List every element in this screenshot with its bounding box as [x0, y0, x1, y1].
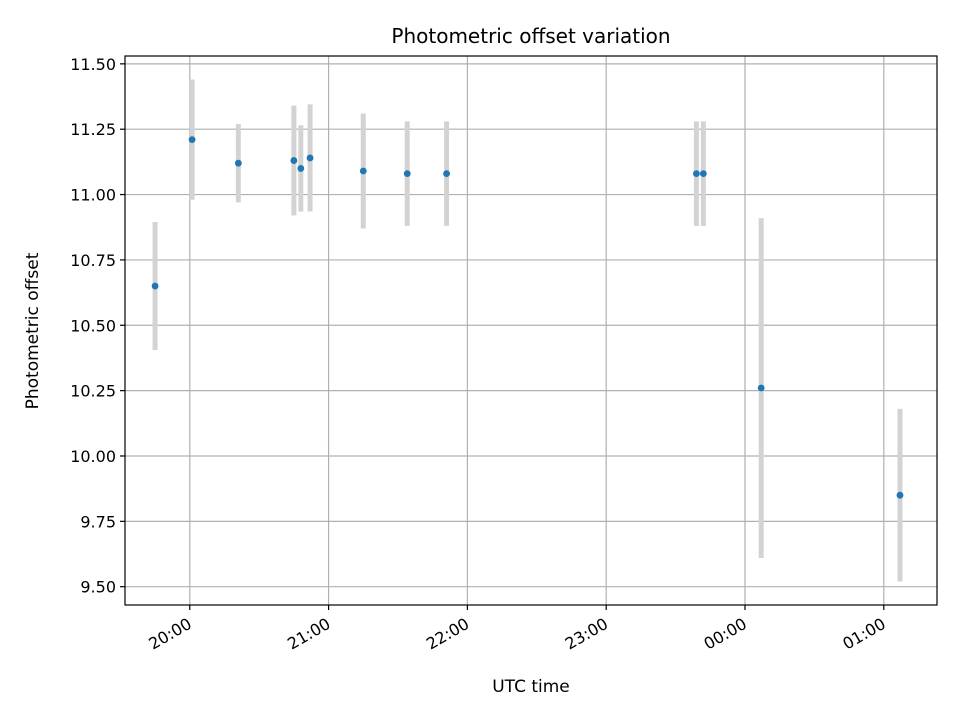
data-point: [297, 165, 305, 172]
y-tick-label: 10.50: [70, 316, 116, 335]
data-point: [151, 282, 159, 290]
y-axis-label: Photometric offset: [23, 252, 43, 409]
y-axis-ticks: 9.50 9.75 10.00 10.25 10.50 10.75 11.00 11.25 11…: [70, 55, 125, 597]
data-point: [188, 136, 196, 144]
y-tick-label: 11.00: [70, 186, 116, 205]
data-point: [234, 159, 242, 167]
data-point: [699, 170, 707, 178]
data-point: [757, 384, 765, 392]
grid-layer: [125, 56, 937, 605]
data-point: [359, 167, 367, 175]
y-tick-label: 9.75: [80, 512, 116, 531]
data-point: [306, 154, 314, 162]
y-tick-label: 11.25: [70, 120, 116, 139]
chart-title: Photometric offset variation: [391, 24, 670, 48]
plot-frame: [124, 55, 938, 606]
data-point: [403, 170, 411, 178]
data-point: [896, 491, 904, 499]
y-tick-label: 10.75: [70, 251, 116, 270]
data-point: [290, 157, 298, 164]
y-tick-label: 10.00: [70, 447, 116, 466]
data-point: [443, 170, 450, 178]
x-axis-label: UTC time: [492, 677, 570, 697]
y-tick-label: 10.25: [70, 382, 116, 401]
y-tick-label: 9.50: [80, 578, 116, 597]
point-layer: [151, 136, 904, 499]
data-point: [693, 170, 700, 178]
y-tick-label: 11.50: [70, 55, 116, 74]
